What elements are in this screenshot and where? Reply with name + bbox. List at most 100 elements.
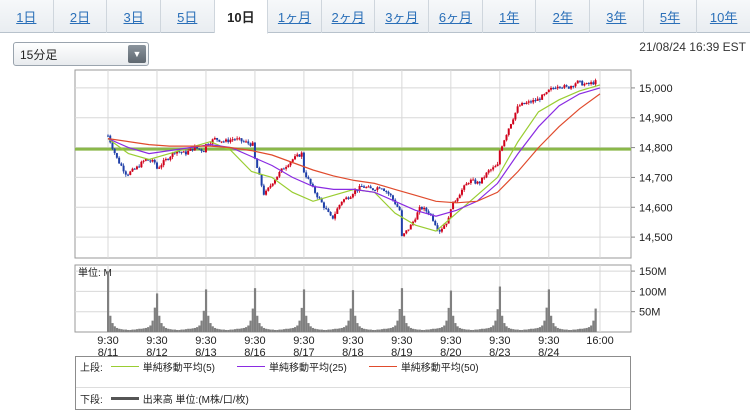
- legend-label-ma50: 単純移動平均(50): [400, 363, 479, 374]
- candle-body: [516, 106, 519, 113]
- chevron-down-icon[interactable]: ▼: [128, 45, 146, 63]
- volume-bar: [376, 329, 379, 332]
- volume-bar: [518, 329, 522, 332]
- candle-body: [360, 186, 363, 188]
- ma50-line: [107, 93, 601, 204]
- candle-body: [124, 171, 127, 175]
- candle-body: [578, 80, 581, 82]
- interval-select[interactable]: 15分足 ▼: [13, 42, 149, 66]
- candle-body: [305, 172, 308, 178]
- volume-bar: [262, 327, 266, 332]
- candle-body: [231, 139, 234, 141]
- candle-body: [135, 166, 138, 170]
- volume-bar: [443, 325, 446, 332]
- tab-label[interactable]: 10年: [709, 10, 738, 25]
- tab-10[interactable]: 2年: [536, 0, 591, 33]
- tab-label[interactable]: 2ヶ月: [331, 10, 365, 25]
- volume-bar: [389, 327, 392, 332]
- volume-bar: [385, 328, 388, 332]
- tab-label[interactable]: 3年: [606, 10, 627, 25]
- volume-bar: [173, 329, 176, 332]
- tab-4[interactable]: 10日: [214, 0, 269, 34]
- candle-body: [356, 190, 359, 192]
- volume-bar: [298, 320, 301, 332]
- price-tick-label: 14,600: [639, 202, 673, 214]
- legend-top-row: 上段: 単純移動平均(5) 単純移動平均(25) 単純移動平均(50): [80, 359, 493, 374]
- candle-body: [391, 195, 394, 200]
- candle-body: [180, 151, 183, 153]
- tab-12[interactable]: 5年: [644, 0, 698, 33]
- candle-body: [409, 224, 412, 230]
- volume-bar: [556, 327, 559, 332]
- candle-body: [365, 187, 368, 189]
- volume-bar: [429, 329, 433, 332]
- volume-bar: [436, 328, 439, 332]
- tab-2[interactable]: 3日: [107, 0, 161, 33]
- volume-bar: [356, 323, 359, 332]
- candle-body: [158, 167, 161, 169]
- tab-8[interactable]: 6ヶ月: [429, 0, 483, 33]
- volume-bar: [434, 328, 437, 332]
- price-tick-label: 14,700: [639, 172, 673, 184]
- candle-body: [474, 179, 477, 184]
- candle-body: [318, 197, 321, 199]
- candle-body: [543, 94, 546, 96]
- candle-body: [191, 148, 194, 151]
- volume-bar: [561, 329, 564, 332]
- candle-body: [142, 160, 145, 162]
- volume-bar: [369, 329, 372, 332]
- tab-label[interactable]: 5年: [659, 10, 681, 25]
- x-tick-time: 9:30: [293, 335, 314, 347]
- volume-bar: [523, 329, 526, 332]
- tab-label[interactable]: 2日: [69, 10, 91, 25]
- candle-body: [438, 229, 441, 232]
- candle-body: [238, 138, 241, 140]
- candle-body: [532, 100, 535, 103]
- volume-bar: [469, 329, 473, 332]
- volume-bar: [311, 327, 315, 332]
- tab-label[interactable]: 1日: [16, 10, 37, 25]
- tab-7[interactable]: 3ヶ月: [375, 0, 430, 33]
- volume-bar: [233, 329, 237, 332]
- tab-label[interactable]: 3ヶ月: [385, 10, 419, 25]
- tab-6[interactable]: 2ヶ月: [322, 0, 376, 33]
- candle-body: [111, 142, 114, 149]
- volume-bars: [107, 271, 597, 332]
- tab-label[interactable]: 2年: [552, 10, 573, 25]
- volume-bar: [585, 327, 588, 332]
- tab-9[interactable]: 1年: [483, 0, 537, 33]
- candle-body: [496, 164, 499, 167]
- tab-1[interactable]: 2日: [54, 0, 108, 33]
- volume-bar: [418, 329, 421, 332]
- candle-body: [585, 83, 588, 85]
- tab-0[interactable]: 1日: [0, 0, 54, 33]
- volume-bar: [213, 327, 217, 332]
- volume-bar: [142, 328, 145, 332]
- volume-bar: [583, 328, 586, 332]
- tab-label[interactable]: 1年: [498, 10, 520, 25]
- candle-body: [227, 139, 230, 143]
- volume-bar: [340, 327, 343, 332]
- tab-3[interactable]: 5日: [161, 0, 215, 33]
- candle-body: [320, 198, 323, 203]
- tab-label[interactable]: 5日: [177, 10, 198, 25]
- candle-body: [167, 158, 170, 160]
- candle-body: [327, 208, 330, 213]
- volume-bar: [171, 329, 174, 332]
- tab-label[interactable]: 1ヶ月: [277, 10, 312, 25]
- tab-5[interactable]: 1ヶ月: [268, 0, 322, 33]
- candle-body: [498, 150, 501, 165]
- candle-body: [289, 161, 292, 166]
- tab-13[interactable]: 10年: [697, 0, 750, 33]
- tab-label[interactable]: 3日: [123, 10, 144, 25]
- candle-body: [374, 190, 377, 192]
- candle-body: [329, 212, 332, 216]
- volume-bar: [398, 308, 401, 332]
- volume-bar: [456, 326, 459, 332]
- tab-11[interactable]: 3年: [590, 0, 644, 33]
- volume-bar: [581, 328, 584, 332]
- volume-bar: [209, 323, 212, 332]
- legend-item-volume: 出来高 単位:(M株/口/枚): [103, 391, 249, 406]
- volume-bar: [120, 329, 123, 332]
- tab-label[interactable]: 6ヶ月: [438, 10, 473, 25]
